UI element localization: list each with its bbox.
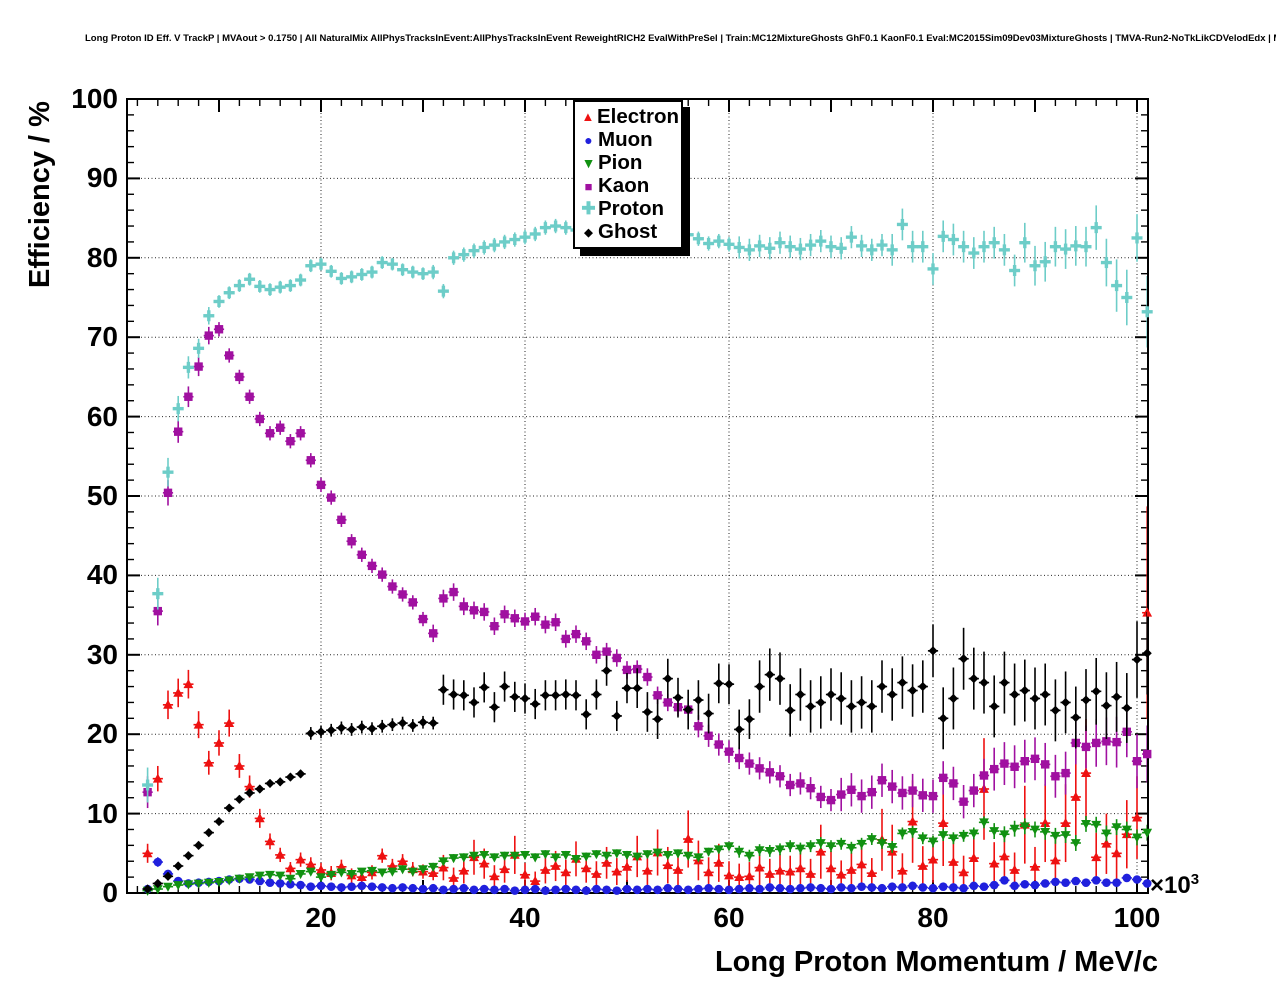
legend-label-muon: Muon [598, 127, 653, 151]
x-tick-label-20: 20 [305, 902, 337, 933]
y-tick-label-60: 60 [86, 400, 118, 432]
y-tick-label-50: 50 [86, 480, 118, 511]
x-axis-multiplier-base: ×10 [1150, 872, 1191, 899]
plot-header-title: Long Proton ID Eff. V TrackP | MVAout > … [85, 33, 1276, 44]
legend-label-kaon: Kaon [598, 174, 650, 198]
legend-label-proton: Proton [598, 197, 665, 221]
legend-row-kaon: ■ Kaon [579, 175, 679, 198]
series-kaon-markers [143, 325, 1152, 806]
legend-row-ghost: ◆ Ghost [579, 221, 679, 244]
legend-label-electron: Electron [596, 104, 679, 128]
y-tick-label-80: 80 [86, 241, 118, 273]
legend-row-electron: ▲ Electron [579, 105, 679, 128]
x-axis-multiplier-exponent: 3 [1190, 871, 1200, 888]
series-ghost-markers [143, 646, 1152, 894]
legend-row-pion: ▼ Pion [579, 151, 679, 174]
series-kaon-errors [142, 322, 1147, 819]
series-pion-markers [142, 818, 1153, 896]
kaon-marker-icon: ■ [584, 178, 593, 194]
pion-marker-icon: ▼ [581, 154, 596, 171]
y-tick-label-40: 40 [86, 559, 118, 591]
y-tick-label-10: 10 [86, 797, 118, 829]
legend-row-muon: ● Muon [579, 128, 679, 151]
muon-marker-icon: ● [584, 131, 593, 148]
y-tick-label-20: 20 [86, 718, 118, 750]
y-tick-label-0: 0 [102, 877, 118, 908]
x-tick-label-100: 100 [1113, 902, 1161, 933]
series-electron-markers [142, 607, 1153, 885]
x-tick-label-80: 80 [917, 902, 949, 933]
y-tick-label-90: 90 [86, 162, 118, 194]
ghost-marker-icon: ◆ [584, 226, 593, 239]
legend-row-proton: ✚ Proton [579, 198, 679, 221]
electron-marker-icon: ▲ [581, 109, 595, 124]
x-axis-multiplier: ×103 [1150, 871, 1199, 900]
y-tick-label-70: 70 [86, 321, 118, 353]
x-tick-label-40: 40 [509, 902, 541, 933]
y-axis-title: Efficiency / % [24, 101, 56, 288]
proton-marker-icon: ✚ [581, 199, 596, 219]
legend: ▲ Electron ● Muon ▼ Pion ■ Kaon ✚ Proton ◆ Gho… [573, 100, 683, 249]
legend-label-pion: Pion [598, 150, 643, 174]
y-tick-label-100: 100 [71, 83, 118, 114]
x-axis-title: Long Proton Momentum / MeV/c [714, 946, 1158, 978]
x-tick-label-60: 60 [713, 902, 745, 933]
y-tick-label-30: 30 [86, 638, 118, 670]
legend-label-ghost: Ghost [598, 220, 658, 244]
